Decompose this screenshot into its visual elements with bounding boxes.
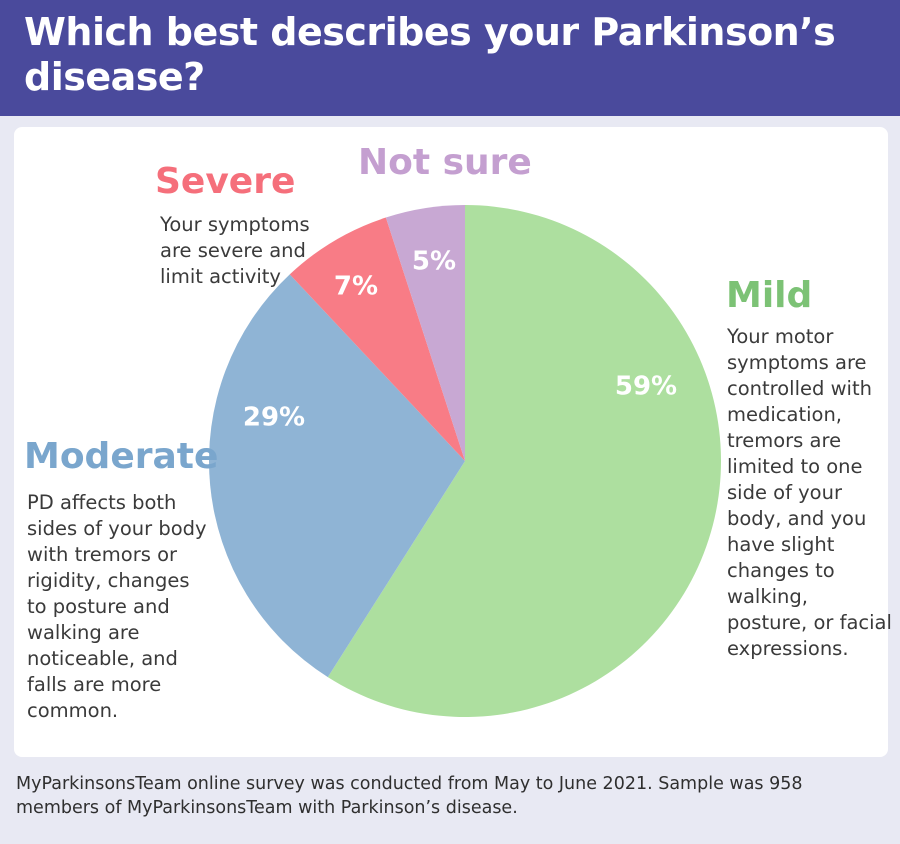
legend-label-not-sure: Not sure <box>358 142 532 183</box>
pie-value-label-moderate: 29% <box>243 403 305 433</box>
pie-value-label-severe: 7% <box>334 272 378 302</box>
pie-slice-moderate <box>209 274 465 678</box>
legend-label-moderate: Moderate <box>24 436 219 477</box>
page-title: Which best describes your Parkinson’s di… <box>24 10 836 99</box>
description-severe: Your symptoms are severe and limit activ… <box>160 213 310 288</box>
pie-value-labels: 59% 29% 7% 5% <box>243 247 677 433</box>
pie-slice-not-sure <box>385 205 465 461</box>
pie-slice-mild <box>327 205 721 717</box>
legend-label-severe: Severe <box>155 161 296 202</box>
description-mild: Your motor symptoms are controlled with … <box>727 325 892 660</box>
pie-slices <box>209 205 721 717</box>
description-moderate: PD affects both sides of your body with … <box>27 491 207 722</box>
pie-value-label-not-sure: 5% <box>412 247 456 277</box>
pie-slice-severe <box>289 217 465 461</box>
legend-label-mild: Mild <box>726 275 813 316</box>
survey-footnote: MyParkinsonsTeam online survey was condu… <box>16 774 803 818</box>
pie-value-label-mild: 59% <box>615 372 677 402</box>
header-banner: Which best describes your Parkinson’s di… <box>0 0 900 116</box>
